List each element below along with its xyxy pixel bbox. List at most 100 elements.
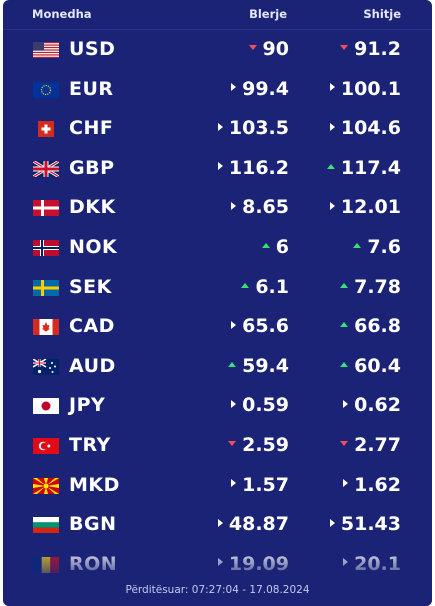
sell-rate-value: 1.62 — [354, 473, 401, 496]
rate-row-sek: SEK 6.1 7.78 — [3, 268, 432, 308]
trend-up-icon — [241, 282, 250, 288]
trend-up-icon — [340, 322, 349, 328]
trend-neutral-icon — [217, 162, 223, 171]
buy-rate: 65.6 — [231, 315, 289, 337]
bg-flag-icon — [33, 517, 59, 534]
rate-row-nok: NOK 6 7.6 — [3, 228, 432, 268]
trend-neutral-icon — [329, 122, 335, 131]
currency-column-header: Monedha — [32, 7, 92, 21]
au-flag-icon — [32, 358, 59, 375]
rate-row-eur: EUR 99.4 100.1 — [3, 70, 432, 110]
sell-rate-value: 0.62 — [354, 394, 401, 417]
currency-code: AUD — [69, 354, 116, 377]
rate-row-gbp: GBP 116.2 117.4 — [3, 149, 432, 189]
buy-rate: 103.5 — [217, 117, 289, 140]
rate-row-aud: AUD 59.4 60.4 — [3, 347, 432, 387]
buy-rate-value: 1.57 — [242, 473, 289, 496]
rate-row-dkk: DKK 8.65 12.01 — [3, 188, 432, 228]
currency-code: CAD — [69, 315, 115, 338]
currency-code: SEK — [69, 275, 112, 298]
buy-rate: 8.65 — [231, 196, 289, 218]
trend-up-icon — [228, 361, 237, 367]
exchange-rates-panel: Monedha Blerje Shitje USD 90 91.2 EUR 99.4 10… — [3, 0, 432, 606]
currency-code: USD — [69, 38, 116, 60]
rate-row-chf: CHF 103.5 104.6 — [3, 109, 432, 149]
trend-up-icon — [326, 163, 335, 169]
buy-rate-value: 65.6 — [242, 315, 289, 338]
buy-rate-value: 103.5 — [228, 117, 289, 140]
trend-neutral-icon — [329, 83, 335, 92]
currency-code: EUR — [69, 77, 114, 100]
buy-rate-value: 59.4 — [242, 354, 289, 377]
trend-up-icon — [261, 242, 270, 248]
currency-code: TRY — [69, 433, 111, 456]
jp-flag-icon — [33, 398, 59, 415]
currency-code: GBP — [69, 156, 115, 179]
sell-rate-value: 51.43 — [340, 513, 401, 536]
buy-rate-value: 2.59 — [242, 433, 289, 456]
buy-rate: 0.59 — [231, 394, 289, 416]
no-flag-icon — [33, 239, 59, 256]
sell-rate: 100.1 — [329, 78, 401, 100]
trend-neutral-icon — [231, 320, 237, 329]
se-flag-icon — [33, 279, 59, 296]
buy-rate: 2.59 — [228, 434, 289, 456]
rates-list: USD 90 91.2 EUR 99.4 100.1 CHF 103.5 104.6 GBP 116… — [3, 30, 432, 584]
currency-code: NOK — [69, 235, 118, 258]
last-updated-text: Përditësuar: 07:27:04 - 17.08.2024 — [125, 584, 310, 596]
dk-flag-icon — [33, 200, 59, 217]
sell-rate: 1.62 — [343, 474, 401, 496]
sell-rate: 66.8 — [340, 315, 401, 337]
sell-rate: 0.62 — [343, 394, 401, 416]
sell-rate-value: 117.4 — [340, 156, 401, 179]
header-divider — [3, 29, 432, 30]
currency-code: JPY — [69, 394, 106, 417]
buy-rate-value: 0.59 — [242, 394, 289, 417]
sell-rate-value: 66.8 — [354, 315, 401, 338]
buy-rate: 6 — [261, 235, 289, 258]
buy-rate-value: 6 — [275, 235, 289, 258]
sell-rate-value: 104.6 — [340, 117, 401, 140]
trend-down-icon — [340, 45, 349, 50]
sell-rate: 104.6 — [329, 117, 401, 140]
ch-flag-icon — [33, 121, 59, 138]
buy-rate: 99.4 — [231, 78, 289, 100]
tr-flag-icon — [33, 437, 59, 454]
rate-row-mkd: MKD 1.57 1.62 — [3, 466, 432, 506]
buy-rate-value: 48.87 — [228, 513, 289, 536]
sell-rate: 2.77 — [340, 434, 401, 456]
rate-row-jpy: JPY 0.59 0.62 — [3, 386, 432, 426]
ca-flag-icon — [33, 319, 59, 336]
trend-neutral-icon — [231, 399, 237, 408]
buy-rate: 1.57 — [231, 474, 289, 496]
rate-row-usd: USD 90 91.2 — [3, 30, 432, 70]
currency-code: BGN — [69, 513, 117, 536]
trend-neutral-icon — [231, 83, 237, 92]
sell-rate-value: 2.77 — [354, 433, 401, 456]
sell-rate-value: 60.4 — [354, 354, 401, 377]
gb-flag-icon — [32, 159, 60, 179]
trend-neutral-icon — [343, 479, 349, 488]
sell-rate: 91.2 — [340, 38, 401, 60]
sell-rate-value: 12.01 — [340, 196, 401, 219]
trend-neutral-icon — [329, 201, 335, 210]
us-flag-icon — [33, 42, 59, 58]
trend-down-icon — [340, 440, 349, 446]
sell-rate-value: 91.2 — [354, 38, 401, 60]
buy-rate-value: 90 — [262, 38, 289, 60]
buy-rate: 48.87 — [217, 513, 289, 536]
trend-up-icon — [340, 361, 349, 367]
trend-neutral-icon — [217, 122, 223, 131]
buy-column-header: Blerje — [249, 7, 287, 21]
trend-neutral-icon — [231, 479, 237, 488]
trend-neutral-icon — [217, 518, 223, 527]
sell-rate: 12.01 — [329, 196, 401, 219]
trend-neutral-icon — [231, 201, 237, 210]
rate-row-bgn: BGN 48.87 51.43 — [3, 505, 432, 545]
sell-column-header: Shitje — [363, 7, 401, 21]
buy-rate-value: 99.4 — [242, 77, 289, 100]
trend-up-icon — [353, 242, 362, 248]
sell-rate: 60.4 — [340, 355, 401, 377]
trend-down-icon — [248, 45, 257, 50]
trend-neutral-icon — [343, 399, 349, 408]
